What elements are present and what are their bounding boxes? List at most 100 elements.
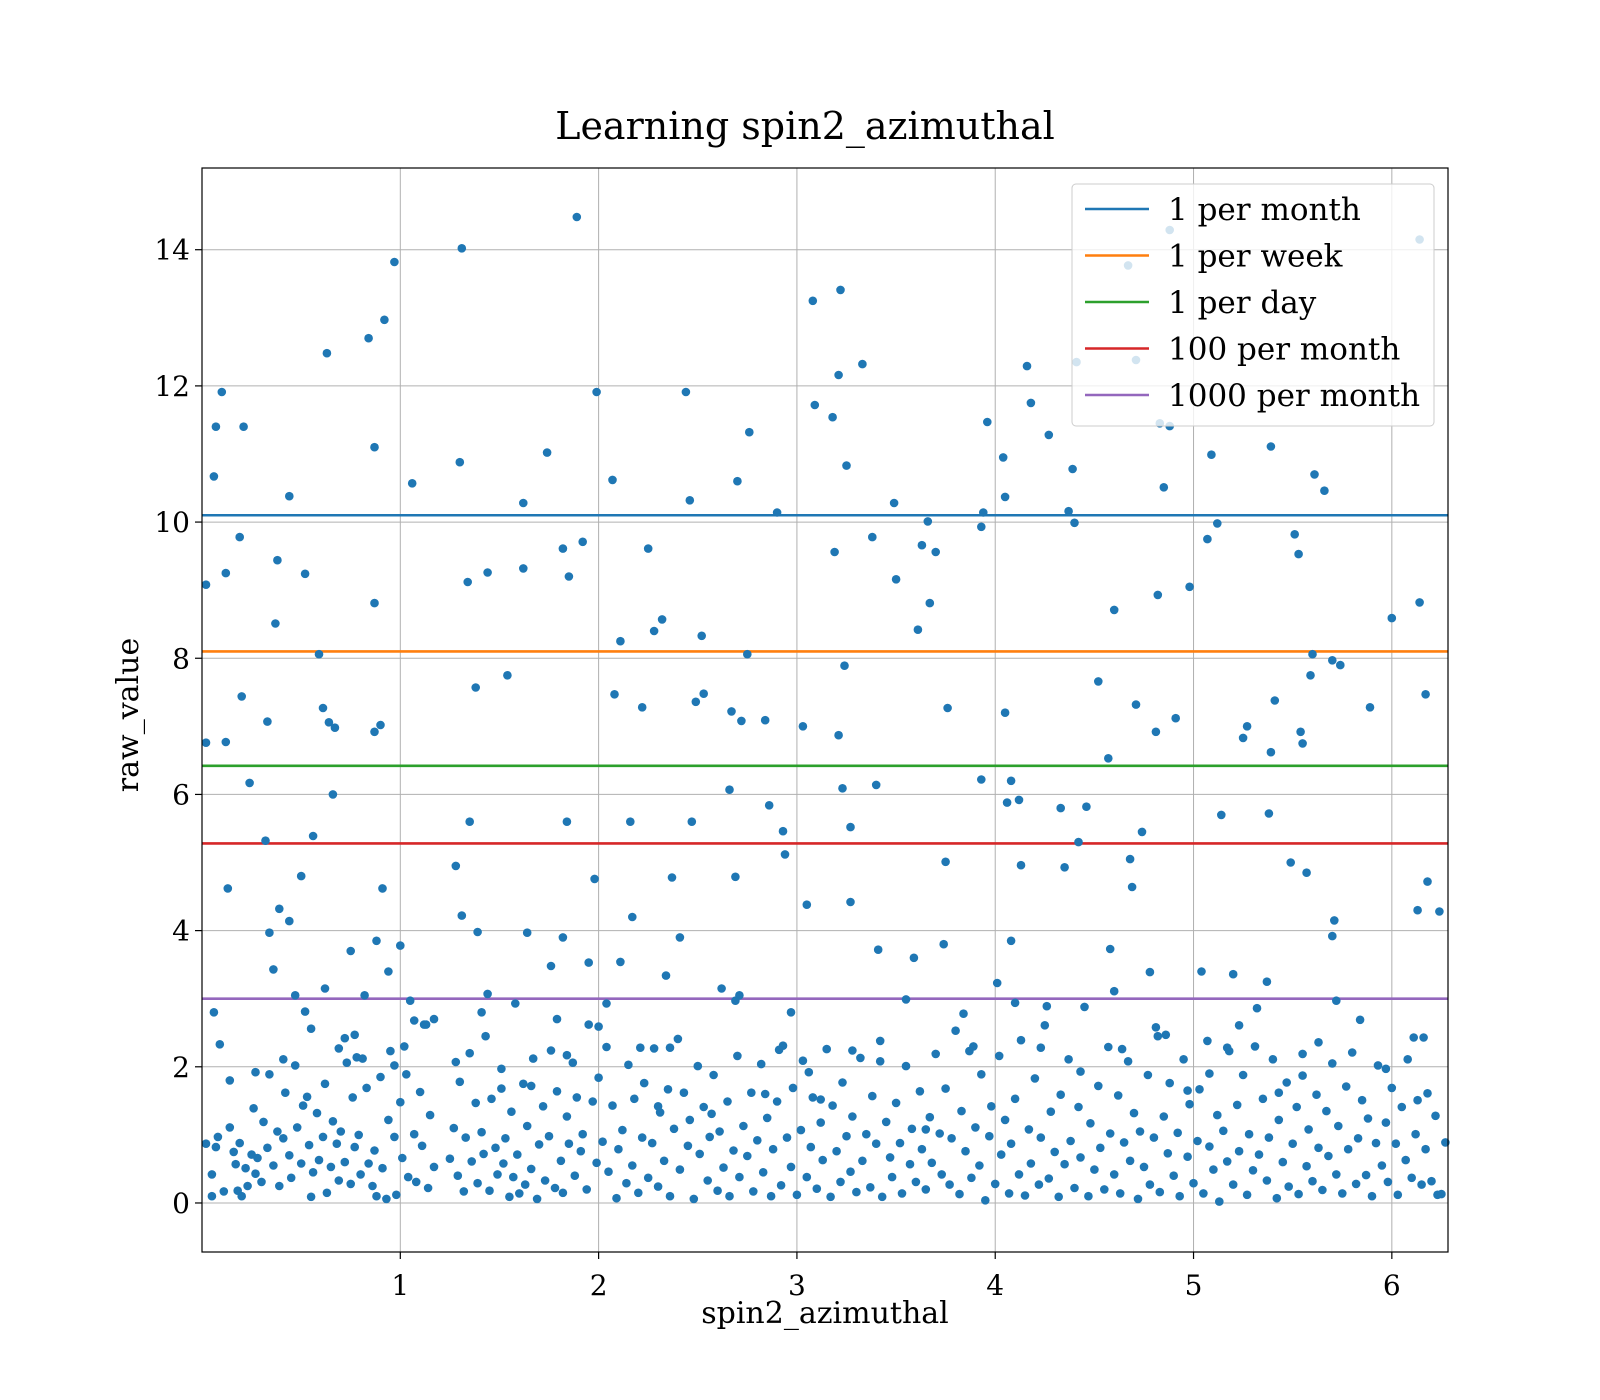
data-point xyxy=(1060,1159,1069,1169)
data-point xyxy=(1050,1147,1059,1157)
data-point xyxy=(1074,837,1083,847)
data-point xyxy=(1026,398,1036,408)
data-point xyxy=(1000,1115,1010,1125)
data-point xyxy=(1298,1049,1307,1059)
data-point xyxy=(1125,854,1135,864)
data-point xyxy=(1213,519,1222,528)
data-point xyxy=(201,738,211,747)
data-point xyxy=(542,448,552,457)
data-point xyxy=(1046,1107,1056,1116)
data-point xyxy=(858,1156,867,1166)
data-point xyxy=(330,723,340,732)
data-point xyxy=(1131,700,1141,709)
data-point xyxy=(225,1123,235,1132)
data-point xyxy=(221,737,231,747)
data-point xyxy=(925,1112,935,1122)
data-point xyxy=(540,1176,550,1185)
data-point xyxy=(1199,1189,1208,1198)
legend-label: 100 per month xyxy=(1168,332,1400,368)
data-point xyxy=(1137,827,1147,837)
data-point xyxy=(453,1171,463,1180)
data-point xyxy=(737,716,746,726)
data-point xyxy=(1391,1139,1401,1148)
data-point xyxy=(1205,1069,1214,1078)
data-point xyxy=(546,1046,556,1055)
data-point xyxy=(1024,1125,1034,1134)
data-point xyxy=(564,1139,574,1148)
data-point xyxy=(265,1070,274,1079)
data-point xyxy=(1036,1043,1046,1052)
data-point xyxy=(594,1022,603,1031)
data-point xyxy=(1298,739,1307,748)
data-point xyxy=(1159,483,1169,492)
data-point xyxy=(471,1098,481,1108)
legend-label: 1 per month xyxy=(1168,192,1361,228)
data-point xyxy=(961,1146,970,1156)
data-point xyxy=(772,1097,782,1106)
data-point xyxy=(386,1046,395,1056)
data-point xyxy=(507,1107,516,1116)
data-point xyxy=(558,544,568,553)
data-point xyxy=(868,532,877,542)
data-point xyxy=(1373,1061,1383,1070)
data-point xyxy=(663,1085,673,1094)
data-point xyxy=(306,1024,316,1033)
data-point xyxy=(1056,803,1065,813)
data-point xyxy=(306,1192,316,1202)
data-point xyxy=(223,884,233,893)
data-point xyxy=(241,1163,250,1173)
data-point xyxy=(1145,967,1155,977)
data-point xyxy=(271,619,280,628)
data-point xyxy=(515,1189,524,1198)
data-point xyxy=(1242,1190,1252,1200)
data-point xyxy=(520,1180,530,1189)
data-point xyxy=(836,285,845,295)
data-point xyxy=(1175,1191,1184,1201)
data-point xyxy=(707,1109,716,1119)
data-point xyxy=(1171,713,1180,723)
data-point xyxy=(939,939,948,949)
data-point xyxy=(519,564,528,573)
data-point xyxy=(985,1131,994,1141)
data-point xyxy=(1431,1111,1440,1121)
data-point xyxy=(1423,1089,1432,1098)
data-point xyxy=(669,1124,679,1134)
data-point xyxy=(479,1149,488,1159)
data-point xyxy=(1248,1166,1258,1175)
data-point xyxy=(308,1168,318,1177)
data-point xyxy=(350,1142,360,1152)
data-point xyxy=(251,1169,260,1178)
data-point xyxy=(1016,860,1026,870)
data-point xyxy=(429,1162,439,1172)
data-point xyxy=(584,958,593,967)
data-point xyxy=(358,1054,367,1063)
data-point xyxy=(1094,677,1103,686)
data-point xyxy=(552,1087,562,1096)
data-point xyxy=(328,790,338,799)
data-point xyxy=(578,537,587,547)
data-point xyxy=(477,1008,486,1017)
data-point xyxy=(901,995,911,1004)
data-point xyxy=(1125,1156,1135,1166)
data-point xyxy=(215,1040,225,1049)
data-point xyxy=(925,598,935,608)
data-point xyxy=(239,422,248,432)
data-point xyxy=(931,547,940,557)
data-point xyxy=(1030,1074,1040,1083)
data-point xyxy=(328,1117,338,1126)
data-point xyxy=(372,1191,381,1201)
data-point xyxy=(1413,905,1422,915)
data-point xyxy=(816,1095,825,1104)
y-tick-label: 4 xyxy=(172,915,190,948)
data-point xyxy=(584,1020,593,1029)
data-point xyxy=(320,984,330,993)
data-point xyxy=(1014,795,1024,805)
data-point xyxy=(598,1137,607,1146)
data-point xyxy=(398,1153,407,1163)
data-point xyxy=(481,1031,490,1041)
data-point xyxy=(689,1194,699,1204)
data-point xyxy=(503,671,512,680)
data-point xyxy=(955,1189,964,1199)
legend-label: 1 per week xyxy=(1168,239,1343,275)
data-point xyxy=(497,1084,506,1093)
